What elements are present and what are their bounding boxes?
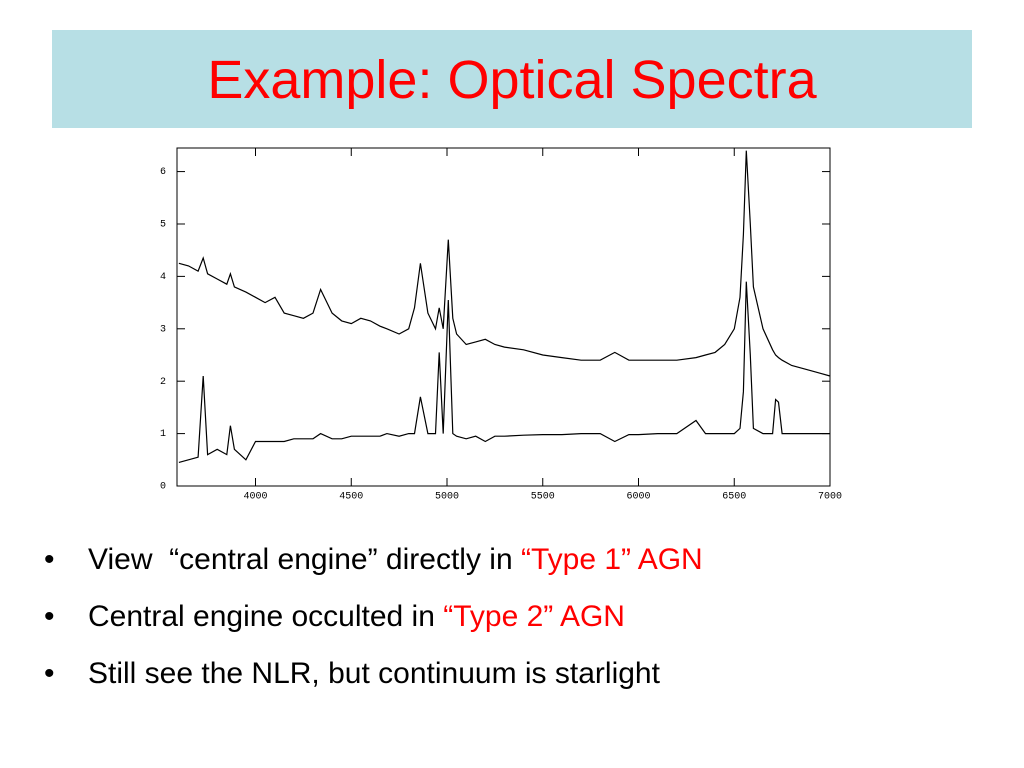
y-tick-label: 6 [160,167,166,178]
x-tick-label: 5000 [435,492,459,503]
bullet: Central engine occulted in “Type 2” AGN [40,592,703,649]
slide-title: Example: Optical Spectra [207,50,817,110]
bullet-list: View “central engine” directly in “Type … [40,535,703,706]
y-tick-label: 3 [160,324,166,335]
x-tick-label: 7000 [818,492,842,503]
y-tick-label: 1 [160,429,166,440]
spectrum-line [178,150,831,377]
bullet: View “central engine” directly in “Type … [40,535,703,592]
x-tick-label: 6000 [626,492,650,503]
plot-frame [176,147,831,487]
x-tick-label: 6500 [722,492,746,503]
x-tick-label: 4000 [244,492,268,503]
x-tick-label: 4500 [339,492,363,503]
y-tick-label: 5 [160,220,166,231]
y-tick-label: 4 [160,272,166,283]
x-tick-label: 5500 [531,492,555,503]
bullet-text: Still see the NLR, but continuum is star… [88,657,660,690]
chart: 4000 4500 5000 5500 6000 6500 7000 0 1 2 3 4 5 6 [160,147,842,503]
y-tick-label: 0 [160,482,166,493]
title-bar: Example: Optical Spectra [52,30,972,128]
spectrum-line [178,281,830,463]
y-tick-label: 2 [160,377,166,388]
bullet-text: Central engine occulted in [88,600,444,633]
bullet: Still see the NLR, but continuum is star… [40,649,703,706]
bullet-text: View “central engine” directly in [88,543,521,576]
bullet-highlight: “Type 1” AGN [520,543,703,576]
bullet-highlight: “Type 2” AGN [443,600,625,633]
